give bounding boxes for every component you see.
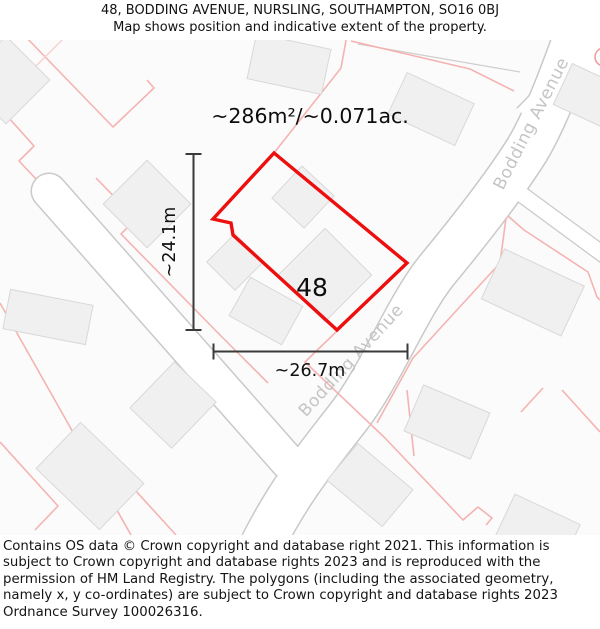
building [35,421,145,531]
property-boundary [209,150,410,333]
header: 48, BODDING AVENUE, NURSLING, SOUTHAMPTO… [0,0,600,40]
page-title: 48, BODDING AVENUE, NURSLING, SOUTHAMPTO… [100,3,500,18]
building [129,361,217,449]
height-dimension-label: ~24.1m [160,207,180,278]
building [228,276,304,346]
building [480,248,585,337]
area-label: ~286m²/~0.071ac. [211,104,409,128]
building [271,165,335,229]
width-dimension-label: ~26.7m [275,361,346,381]
building [246,33,332,95]
building [403,384,491,460]
page-subtitle: Map shows position and indicative extent… [113,20,487,35]
building [102,159,192,249]
plot-number-label: 48 [296,273,328,302]
building [2,288,94,346]
copyright-notice: Contains OS data © Crown copyright and d… [0,535,600,625]
building [326,442,414,528]
red-marker-arc [594,48,600,66]
building [552,62,600,133]
building [387,71,475,147]
building [0,35,51,125]
height-dimension: ~24.1m [160,153,202,331]
width-dimension: ~26.7m [212,343,409,381]
